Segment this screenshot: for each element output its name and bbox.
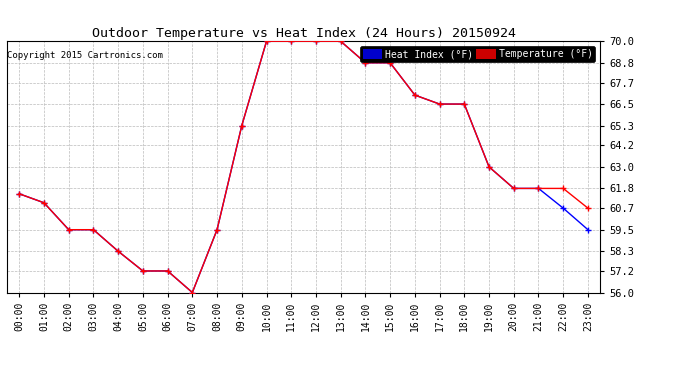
Title: Outdoor Temperature vs Heat Index (24 Hours) 20150924: Outdoor Temperature vs Heat Index (24 Ho… bbox=[92, 27, 515, 40]
Text: Copyright 2015 Cartronics.com: Copyright 2015 Cartronics.com bbox=[7, 51, 163, 60]
Legend: Heat Index (°F), Temperature (°F): Heat Index (°F), Temperature (°F) bbox=[360, 46, 595, 62]
